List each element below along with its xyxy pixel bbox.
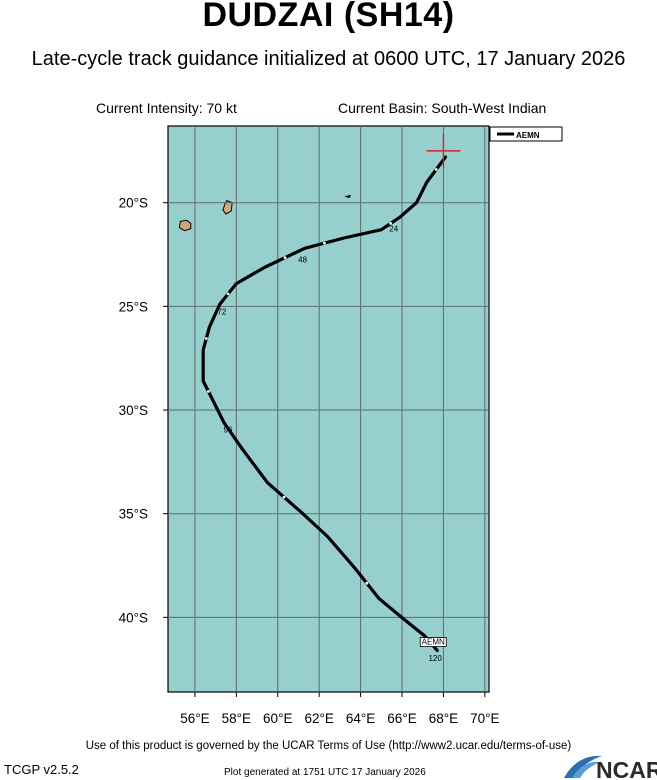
forecast-hour-label: 120 (428, 654, 442, 663)
lon-tick-label: 60°E (263, 711, 292, 726)
forecast-hour-label: 72 (217, 308, 226, 317)
lon-tick-label: 56°E (180, 711, 209, 726)
lat-tick-label: 40°S (119, 610, 148, 625)
current-position-layer (426, 133, 461, 168)
track-end-label: AEMN (422, 638, 445, 647)
lon-tick-label: 58°E (222, 711, 251, 726)
generated-timestamp: Plot generated at 1751 UTC 17 January 20… (224, 767, 426, 778)
track-end-label-box (419, 637, 447, 647)
track-hour-marker (204, 337, 208, 340)
land-layer (178, 194, 352, 232)
lat-tick-label: 30°S (119, 403, 148, 418)
aemn-track: 24 48 72 96 120 AEMN (201, 155, 448, 663)
track-hour-marker (389, 222, 392, 225)
page-subtitle: Late-cycle track guidance initialized at… (31, 48, 626, 70)
track-hour-marker (207, 390, 210, 393)
current-intensity: Current Intensity: 70 kt (96, 100, 237, 116)
aemn-track-line (201, 155, 448, 653)
ncar-logo: NCAR (564, 755, 657, 780)
legend-label-aemn: AEMN (516, 131, 540, 140)
track-hour-marker (365, 581, 369, 585)
current-basin: Current Basin: South-West Indian (338, 100, 547, 116)
map-frame (167, 125, 490, 693)
track-hour-marker (323, 241, 326, 245)
lon-tick-label: 62°E (304, 711, 333, 726)
lon-tick-label: 64°E (346, 711, 375, 726)
lat-lon-grid: 56°E 58°E 60°E 62°E 64°E 66°E 68°E 70°E 20°S 25°S… (119, 126, 500, 726)
version-label: TCGP v2.5.2 (4, 762, 79, 777)
lat-tick-label: 35°S (119, 507, 148, 522)
track-hour-marker (282, 495, 286, 499)
page-title: DUDZAI (SH14) (202, 0, 455, 34)
legend-box (489, 126, 563, 142)
ncar-wordmark: NCAR (596, 757, 657, 780)
forecast-hour-label: 48 (298, 256, 307, 265)
ncar-swoosh-icon (564, 755, 602, 778)
track-hour-marker (434, 168, 438, 171)
terms-of-use: Use of this product is governed by the U… (85, 740, 572, 752)
lat-tick-label: 20°S (119, 196, 148, 211)
island-rodrigues (344, 194, 352, 199)
forecast-hour-label: 24 (389, 225, 398, 234)
track-hour-marker (226, 292, 230, 296)
island-reunion (178, 219, 192, 232)
track-hour-marker (283, 256, 287, 260)
lon-tick-label: 68°E (429, 711, 458, 726)
lat-tick-label: 25°S (119, 299, 148, 314)
legend: AEMN (489, 126, 563, 142)
lon-tick-label: 66°E (387, 711, 416, 726)
lon-tick-label: 70°E (470, 711, 499, 726)
forecast-hour-label: 96 (224, 426, 233, 435)
